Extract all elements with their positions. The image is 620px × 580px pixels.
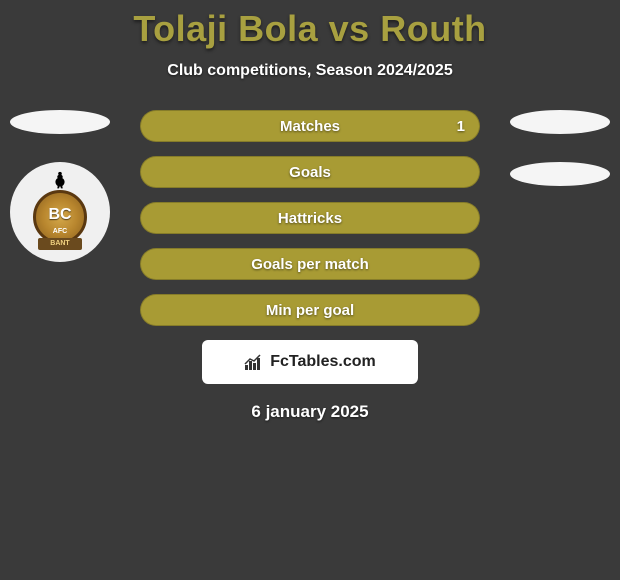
stat-label: Goals [289, 164, 331, 181]
chart-icon [244, 353, 266, 371]
player-name-ellipse-right-2 [510, 162, 610, 186]
comparison-layout: BC AFC BANT Matches 1 Goals Hattricks Go… [0, 110, 620, 326]
club-badge-left: BC AFC BANT [10, 162, 110, 262]
badge-banner: BANT [38, 238, 82, 250]
stat-bar-goals-per-match: Goals per match [140, 248, 480, 280]
attribution-badge: FcTables.com [202, 340, 418, 384]
stat-value-right: 1 [457, 118, 465, 135]
badge-initials: BC [48, 206, 71, 224]
shield-icon: BC AFC [33, 190, 87, 244]
stat-bar-goals: Goals [140, 156, 480, 188]
stat-label: Hattricks [278, 210, 342, 227]
stat-label: Matches [280, 118, 340, 135]
attribution-text: FcTables.com [270, 353, 376, 371]
page-title: Tolaji Bola vs Routh [0, 0, 620, 50]
date-text: 6 january 2025 [0, 402, 620, 422]
badge-sub: AFC [53, 228, 67, 235]
player-name-ellipse-right-1 [510, 110, 610, 134]
player-name-ellipse-left [10, 110, 110, 134]
stat-bar-min-per-goal: Min per goal [140, 294, 480, 326]
stat-label: Goals per match [251, 256, 369, 273]
stat-bars-container: Matches 1 Goals Hattricks Goals per matc… [140, 110, 480, 326]
right-player-column [510, 110, 610, 214]
stat-bar-matches: Matches 1 [140, 110, 480, 142]
stat-bar-hattricks: Hattricks [140, 202, 480, 234]
stat-label: Min per goal [266, 302, 354, 319]
subtitle: Club competitions, Season 2024/2025 [0, 62, 620, 80]
left-player-column: BC AFC BANT [10, 110, 110, 262]
